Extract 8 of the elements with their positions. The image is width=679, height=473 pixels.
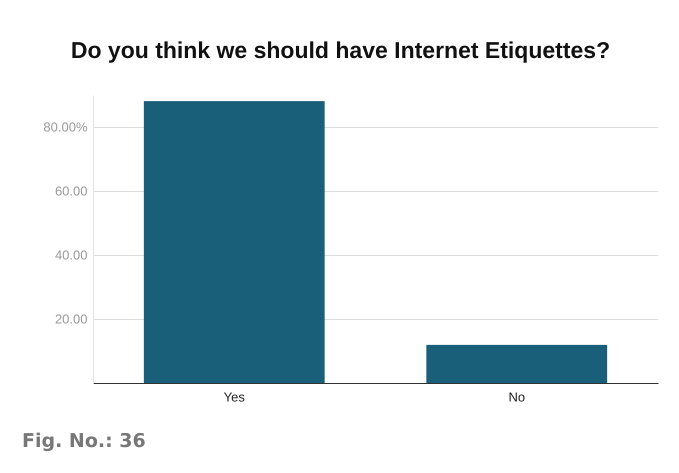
text: Fig. No.: 36 xyxy=(22,430,146,452)
chart-title: Do you think we should have Internet Etiquettes? xyxy=(70,37,610,63)
y-tick-label: 60.00 xyxy=(54,184,88,198)
x-tick-label: No xyxy=(508,390,526,404)
y-tick-label: 40.00 xyxy=(54,248,88,262)
x-tick-label: Yes xyxy=(224,390,246,404)
y-tick-label: 20.00 xyxy=(54,312,88,326)
y-tick-label: 80.00% xyxy=(43,120,88,134)
